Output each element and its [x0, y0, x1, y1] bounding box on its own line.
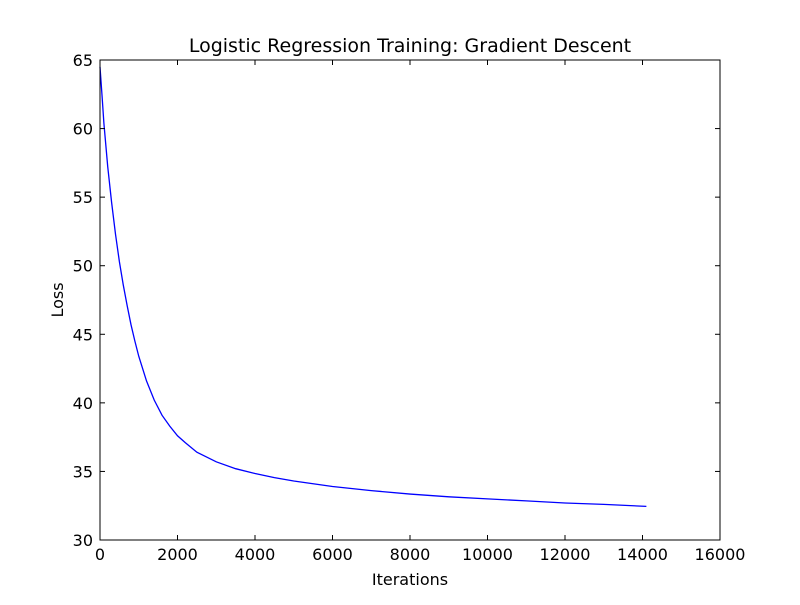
y-tick-label: 40 — [73, 394, 93, 413]
y-tick-label: 35 — [73, 462, 93, 481]
y-axis-label: Loss — [48, 282, 67, 317]
y-tick-label: 45 — [73, 325, 93, 344]
chart-title: Logistic Regression Training: Gradient D… — [189, 35, 631, 57]
x-tick-label: 8000 — [390, 545, 431, 564]
series-line-0 — [99, 66, 647, 508]
x-tick-label: 12000 — [540, 545, 591, 564]
y-tick-label: 50 — [73, 257, 93, 276]
x-axis-label: Iterations — [372, 570, 448, 589]
x-tick-label: 0 — [95, 545, 105, 564]
x-tick-label: 10000 — [462, 545, 513, 564]
y-tick-label: 60 — [73, 120, 93, 139]
x-tick-label: 14000 — [617, 545, 668, 564]
y-tick-label: 55 — [73, 188, 93, 207]
plot-area: 0 2000 4000 6000 8000 10000 12000 14000 16000 30 3… — [73, 51, 746, 564]
x-tick-label: 2000 — [157, 545, 198, 564]
y-tick-label: 65 — [73, 51, 93, 70]
plot-frame — [99, 59, 721, 541]
x-tick-label: 6000 — [312, 545, 353, 564]
x-tick-label: 16000 — [695, 545, 746, 564]
x-tick-label: 4000 — [235, 545, 276, 564]
y-tick-label: 30 — [73, 531, 93, 550]
